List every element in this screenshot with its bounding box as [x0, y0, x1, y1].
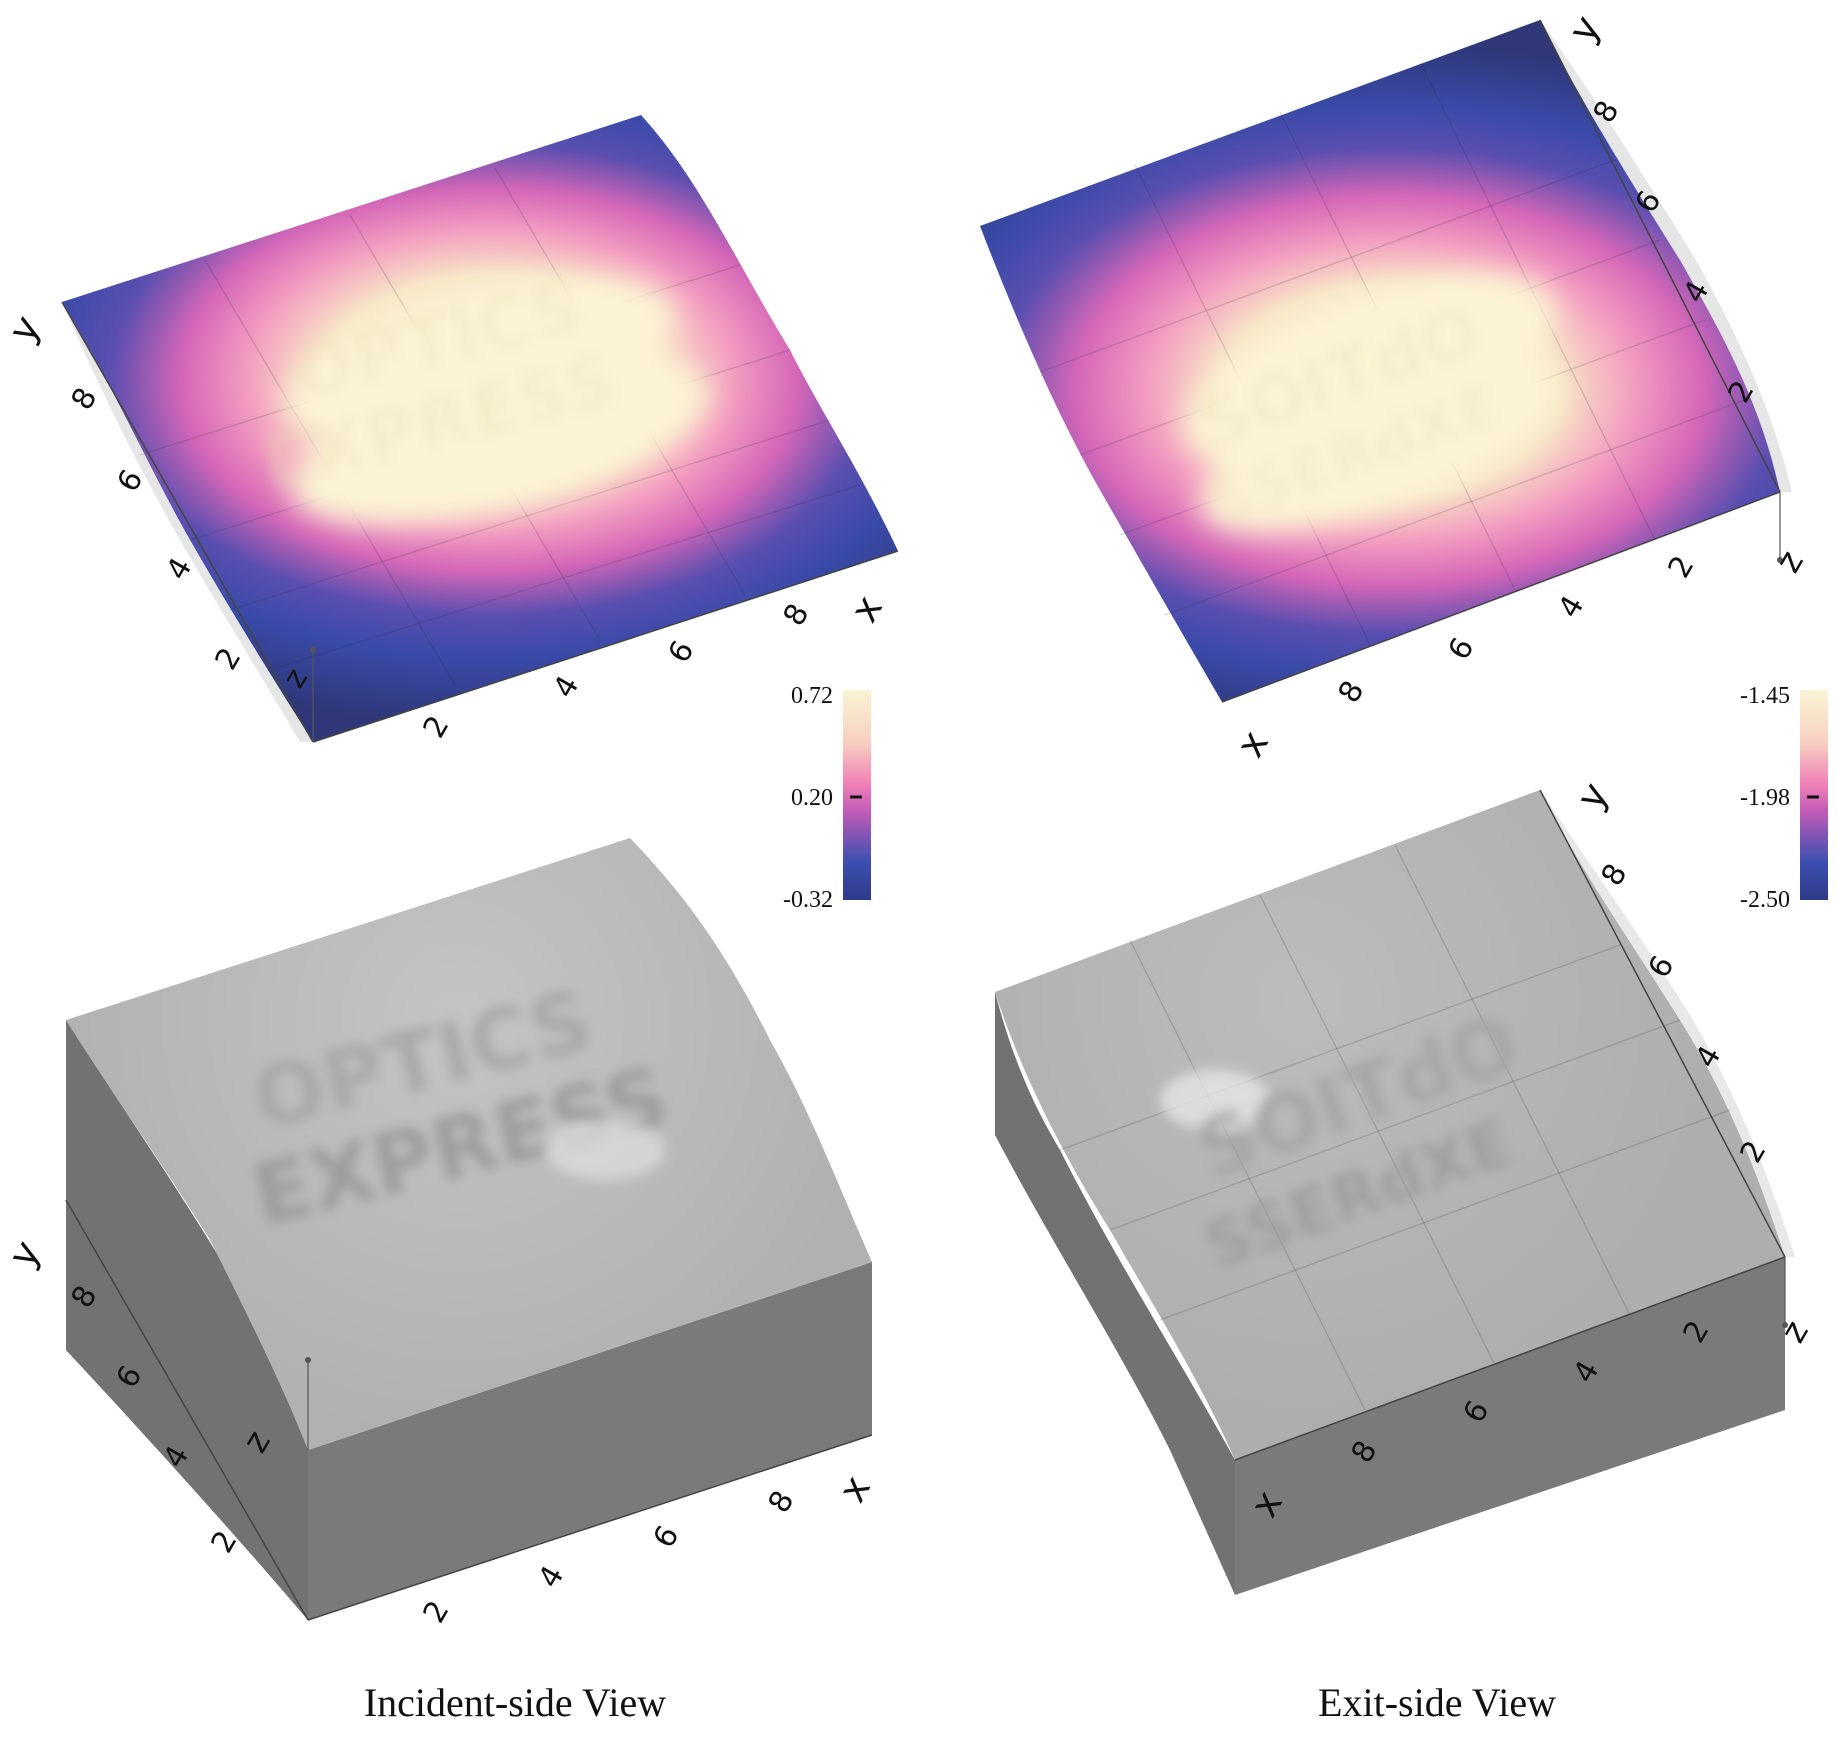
exit-colorbar: -1.45 -1.98 -2.50: [1740, 683, 1828, 913]
incident-bottom-xlabel: x: [830, 1468, 879, 1509]
exit-top-zlabel: z: [1768, 544, 1812, 579]
incident-bottom-ylabel: y: [0, 1233, 49, 1274]
exit-top-panel: SOITdO SSERdXE y 8 6 4 2 z 2 4 6 8 x -1.…: [980, 8, 1828, 913]
incident-bottom-top-surface: [66, 838, 872, 1450]
incident-top-xtick-8: 8: [777, 598, 817, 632]
incident-colorbar-max: 0.72: [791, 683, 833, 709]
exit-bottom-ylabel: y: [1568, 775, 1617, 816]
exit-bottom-top-surface: [995, 790, 1785, 1460]
exit-top-text-blob: [1185, 274, 1560, 533]
incident-bottom-xtick-4: 4: [532, 1560, 572, 1594]
exit-bottom-left-face: [995, 992, 1235, 1595]
exit-colorbar-max: -1.45: [1740, 683, 1790, 709]
exit-top-xlabel: x: [1228, 723, 1277, 764]
incident-top-xtick-2: 2: [417, 710, 457, 744]
incident-bottom-panel: OPTICS EXPRESS y 8 6 4 2 z 2 4 6 8 x: [0, 838, 879, 1629]
incident-bottom-xtick-6: 6: [647, 1520, 687, 1554]
incident-top-xtick-4: 4: [547, 670, 587, 704]
exit-top-xtick-2: 2: [1662, 550, 1702, 584]
exit-bottom-grid: [1059, 844, 1731, 1411]
incident-colorbar-mid: 0.20: [791, 785, 833, 811]
exit-top-side: [1540, 20, 1792, 492]
exit-bottom-panel: SOITdO SSERdXE y 8 6 4 2 z 2 4 6 8 x: [995, 775, 1817, 1595]
exit-top-xtick-6: 6: [1442, 632, 1482, 666]
incident-top-ytick-2: 2: [209, 642, 249, 676]
incident-top-xlabel: x: [842, 588, 891, 629]
incident-top-panel: OPTICS EXPRESS 2 4 6 8 y z 2 4 6 8 x 0.7…: [0, 115, 899, 913]
incident-caption: Incident-side View: [364, 1680, 666, 1725]
incident-bottom-xtick-8: 8: [762, 1485, 802, 1519]
exit-bottom-front-face: [1235, 1257, 1785, 1595]
incident-colorbar-min: -0.32: [783, 887, 833, 913]
incident-top-ylabel: y: [0, 308, 49, 349]
incident-top-ytick-8: 8: [65, 382, 105, 416]
incident-top-text-blob: [285, 278, 710, 525]
exit-top-ylabel: y: [1560, 8, 1609, 49]
exit-top-xtick-8: 8: [1332, 675, 1372, 709]
exit-colorbar-min: -2.50: [1740, 887, 1790, 913]
exit-top-xtick-4: 4: [1552, 590, 1592, 624]
exit-caption: Exit-side View: [1318, 1680, 1556, 1725]
incident-bottom-front-face: [308, 1262, 872, 1620]
incident-colorbar: 0.72 0.20 -0.32: [783, 683, 871, 913]
incident-top-xtick-6: 6: [662, 635, 702, 669]
incident-bottom-xtick-2: 2: [417, 1595, 457, 1629]
exit-colorbar-mid: -1.98: [1740, 785, 1790, 811]
